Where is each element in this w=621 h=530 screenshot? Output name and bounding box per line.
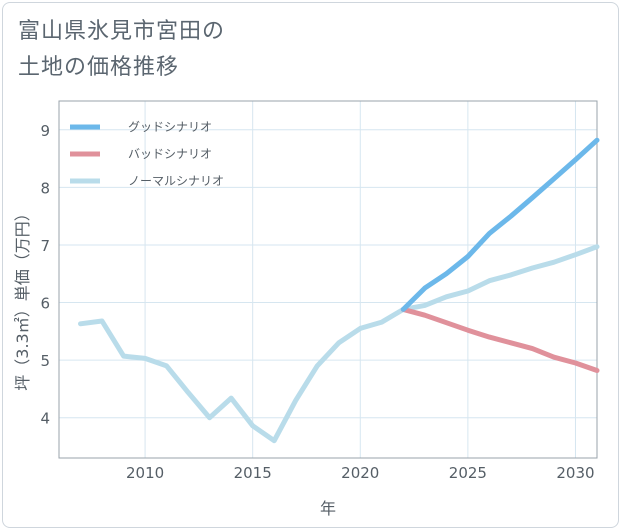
y-axis-label: 坪（3.3㎡）単価（万円） <box>13 205 32 390</box>
series-line-0 <box>400 137 600 312</box>
x-tick-label: 2030 <box>556 464 594 482</box>
y-tick-label: 8 <box>40 179 50 197</box>
y-tick-label: 7 <box>40 237 50 255</box>
x-tick-labels: 2010 2015 2020 2025 2030 <box>126 464 595 482</box>
series-line-2 <box>78 244 600 444</box>
title-line-2: 土地の価格推移 <box>18 55 180 80</box>
legend-label-0: グッドシナリオ <box>128 120 212 134</box>
plot-area-border <box>58 100 598 459</box>
series-layer <box>78 137 600 444</box>
y-tick-label: 5 <box>40 352 50 370</box>
y-tick-label: 6 <box>40 295 50 313</box>
x-tick-label: 2020 <box>341 464 379 482</box>
title-line-1: 富山県氷見市宮田の <box>18 19 226 44</box>
x-tick-label: 2025 <box>449 464 487 482</box>
y-tick-labels: 4 5 6 7 8 9 <box>40 122 50 428</box>
series-line-1 <box>400 306 600 373</box>
legend-label-2: ノーマルシナリオ <box>128 174 224 188</box>
x-tick-label: 2010 <box>126 464 164 482</box>
y-tick-label: 4 <box>40 410 50 428</box>
x-axis-label: 年 <box>320 499 336 518</box>
x-tick-label: 2015 <box>234 464 272 482</box>
legend-label-1: バッドシナリオ <box>128 147 212 161</box>
y-tick-label: 9 <box>40 122 50 140</box>
chart-title: 富山県氷見市宮田の 土地の価格推移 <box>18 14 225 86</box>
